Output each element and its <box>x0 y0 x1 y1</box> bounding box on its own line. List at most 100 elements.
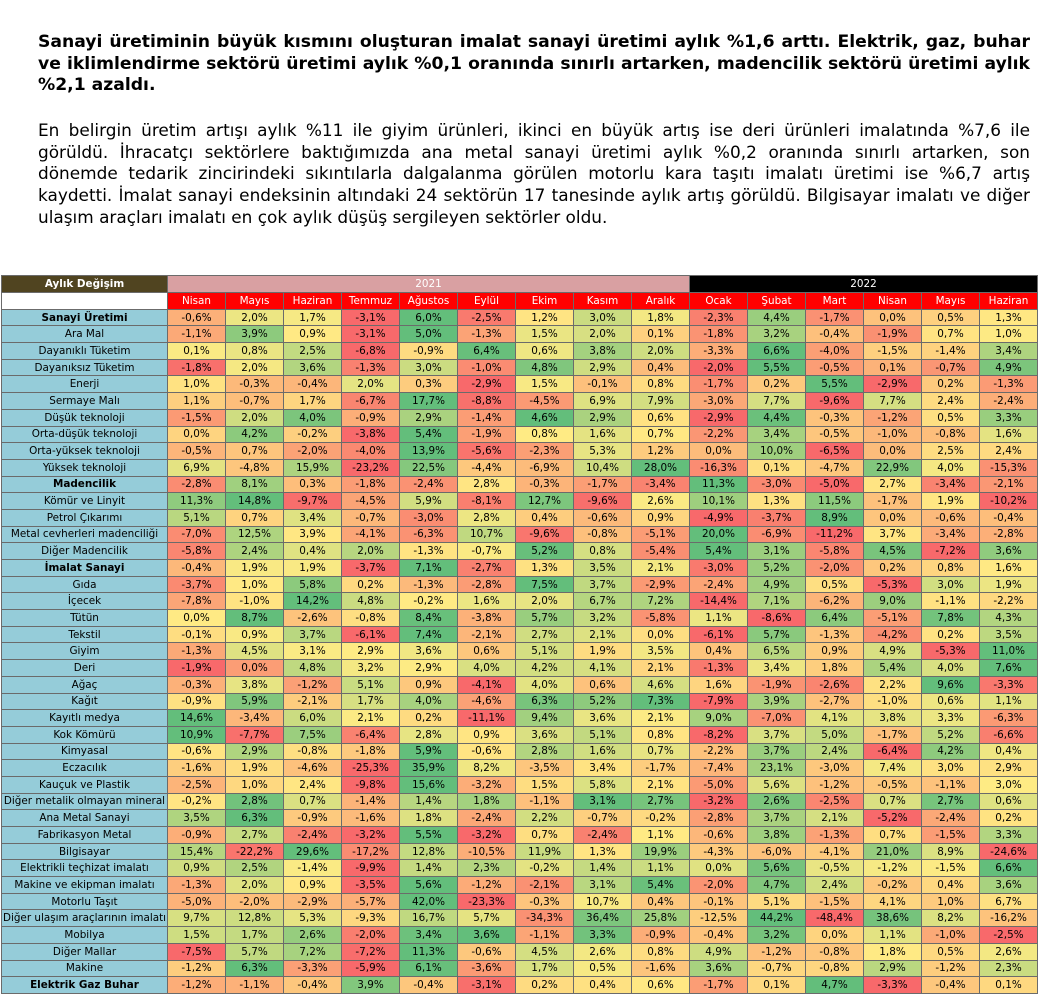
value-cell: 12,8% <box>399 842 458 861</box>
value-cell: 8,4% <box>399 609 458 627</box>
value-cell: -6,3% <box>979 709 1038 727</box>
value-cell: 5,2% <box>747 559 806 577</box>
table-row: Ana Metal Sanayi 3,5% 6,3% -0,9% -1,6% 1,8% -2… <box>1 809 1038 827</box>
value-cell: 2,0% <box>631 342 690 360</box>
value-cell: 1,7% <box>515 959 574 978</box>
value-cell: 0,5% <box>573 959 632 978</box>
value-cell: 0,3% <box>399 375 458 394</box>
value-cell: -2,6% <box>805 675 864 694</box>
value-cell: 3,2% <box>747 325 806 344</box>
value-cell: 5,9% <box>399 742 458 761</box>
value-cell: -1,3% <box>399 542 458 560</box>
value-cell: 1,9% <box>979 575 1038 594</box>
row-label: Petrol Çıkarımı <box>1 508 168 527</box>
value-cell: 0,1% <box>167 342 226 360</box>
value-cell: 11,9% <box>515 842 574 861</box>
value-cell: 4,0% <box>515 675 574 694</box>
value-cell: -7,2% <box>341 942 400 961</box>
month-header-cell: Aralık <box>631 292 690 310</box>
value-cell: 2,0% <box>225 308 284 327</box>
value-cell: 2,4% <box>921 392 980 410</box>
value-cell: 7,5% <box>283 725 342 744</box>
value-cell: -0,2% <box>631 809 690 827</box>
value-cell: 7,2% <box>631 592 690 611</box>
value-cell: -4,0% <box>805 342 864 360</box>
value-cell: -5,0% <box>805 475 864 494</box>
value-cell: 1,9% <box>225 759 284 777</box>
value-cell: 4,5% <box>225 642 284 661</box>
value-cell: 3,6% <box>689 959 748 978</box>
value-cell: 8,9% <box>921 842 980 861</box>
value-cell: 7,8% <box>921 609 980 627</box>
table-row: Kayıtlı medya 14,6% -3,4% 6,0% 2,1% 0,2% -11,1… <box>1 709 1038 727</box>
value-cell: 3,9% <box>225 325 284 344</box>
value-cell: 16,7% <box>399 909 458 928</box>
value-cell: 3,3% <box>573 926 632 944</box>
value-cell: 1,5% <box>515 375 574 394</box>
value-cell: -0,2% <box>863 876 922 894</box>
value-cell: 9,7% <box>167 909 226 928</box>
value-cell: 0,7% <box>225 508 284 527</box>
value-cell: 6,6% <box>979 859 1038 878</box>
value-cell: 0,6% <box>573 675 632 694</box>
value-cell: 5,7% <box>515 609 574 627</box>
value-cell: -6,3% <box>399 525 458 544</box>
table-row: Madencilik -2,8% 8,1% 0,3% -1,8% -2,4% 2,8% -0,… <box>1 475 1038 494</box>
value-cell: -2,2% <box>979 592 1038 611</box>
value-cell: -0,9% <box>399 342 458 360</box>
value-cell: -3,1% <box>457 976 516 994</box>
table-row: Mobilya 1,5% 1,7% 2,6% -2,0% 3,4% 3,6% -1,1% 3,3… <box>1 926 1038 944</box>
value-cell: -3,3% <box>283 959 342 978</box>
value-cell: -1,2% <box>921 959 980 978</box>
table-row: Elektrik Gaz Buhar -1,2% -1,1% -0,4% 3,9% -0,… <box>1 976 1038 994</box>
value-cell: 1,2% <box>631 442 690 460</box>
value-cell: 3,7% <box>747 742 806 761</box>
value-cell: 7,4% <box>863 759 922 777</box>
value-cell: -1,0% <box>225 592 284 611</box>
value-cell: 2,5% <box>283 342 342 360</box>
value-cell: 0,6% <box>631 976 690 994</box>
month-header-cell: Mart <box>805 292 864 310</box>
value-cell: -1,1% <box>921 775 980 794</box>
row-label: Kayıtlı medya <box>1 709 168 727</box>
value-cell: -2,4% <box>399 475 458 494</box>
value-cell: -1,5% <box>805 892 864 911</box>
value-cell: 5,4% <box>631 876 690 894</box>
value-cell: -0,9% <box>167 826 226 844</box>
value-cell: -6,5% <box>805 442 864 460</box>
value-cell: 1,4% <box>573 859 632 878</box>
value-cell: 3,5% <box>631 642 690 661</box>
value-cell: -7,7% <box>225 725 284 744</box>
value-cell: -9,7% <box>283 492 342 510</box>
month-header-cell: Ocak <box>689 292 748 310</box>
value-cell: 36,4% <box>573 909 632 928</box>
value-cell: 5,5% <box>399 826 458 844</box>
value-cell: 1,0% <box>979 325 1038 344</box>
value-cell: 17,7% <box>399 392 458 410</box>
year-2021-header: 2021 <box>167 275 690 293</box>
value-cell: -6,8% <box>341 342 400 360</box>
value-cell: -4,5% <box>341 492 400 510</box>
value-cell: 2,7% <box>921 792 980 811</box>
table-body: Sanayi Üretimi -0,6% 2,0% 1,7% -3,1% 6,0% -2,5… <box>1 308 1038 994</box>
value-cell: 4,8% <box>283 659 342 677</box>
table-row: Orta-düşük teknoloji 0,0% 4,2% -0,2% -3,8% 5,… <box>1 425 1038 444</box>
value-cell: 5,0% <box>805 725 864 744</box>
value-cell: -5,1% <box>631 525 690 544</box>
value-cell: 2,4% <box>283 775 342 794</box>
value-cell: 0,4% <box>921 876 980 894</box>
value-cell: 3,8% <box>747 826 806 844</box>
value-cell: 0,8% <box>225 342 284 360</box>
month-header-cell: Haziran <box>979 292 1038 310</box>
value-cell: -1,4% <box>283 859 342 878</box>
row-label: Ara Mal <box>1 325 168 344</box>
value-cell: 2,4% <box>979 442 1038 460</box>
value-cell: -0,2% <box>167 792 226 811</box>
value-cell: -2,1% <box>979 475 1038 494</box>
table-row: Deri -1,9% 0,0% 4,8% 3,2% 2,9% 4,0% 4,2% 4,1% 2,1… <box>1 659 1038 677</box>
table-row: Diğer metalik olmayan mineral -0,2% 2,8% 0,… <box>1 792 1038 811</box>
value-cell: 7,3% <box>631 692 690 711</box>
value-cell: 4,9% <box>689 942 748 961</box>
value-cell: -0,4% <box>167 559 226 577</box>
row-label: İçecek <box>1 592 168 611</box>
